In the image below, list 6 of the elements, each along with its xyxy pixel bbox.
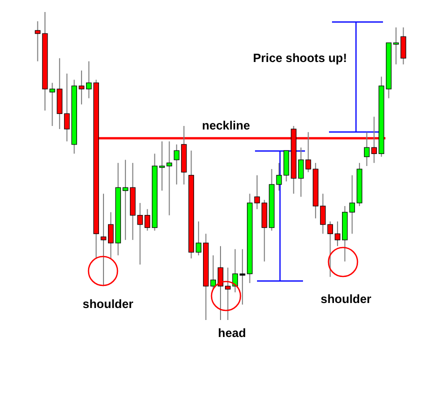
annotation: shoulder bbox=[82, 297, 134, 311]
annotation: Price shoots up! bbox=[252, 51, 348, 65]
ref-line-label: neckline bbox=[202, 118, 250, 132]
text: head bbox=[218, 326, 246, 340]
annotation: shoulder bbox=[320, 292, 372, 306]
candlestick bbox=[364, 132, 370, 166]
